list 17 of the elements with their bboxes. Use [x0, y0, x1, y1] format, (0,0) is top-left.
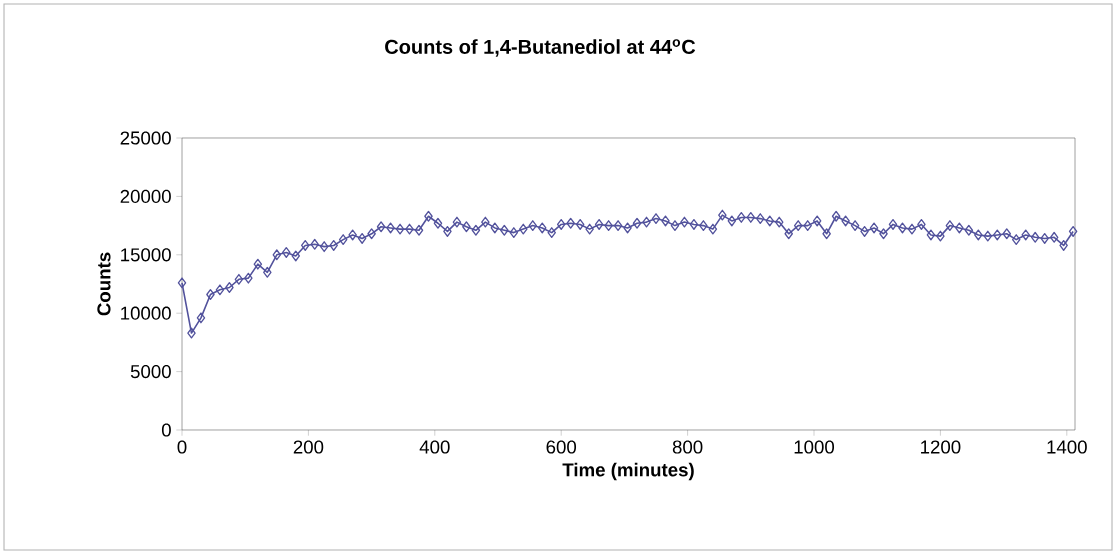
y-tick-label: 20000: [120, 189, 171, 204]
x-tick-label: 1000: [794, 440, 835, 454]
x-tick-label: 400: [419, 440, 450, 454]
x-tick-label: 200: [293, 440, 324, 454]
y-tick-label: 5000: [130, 364, 171, 379]
y-axis-title: Counts: [97, 252, 111, 316]
y-tick-label: 25000: [120, 131, 171, 145]
chart-title: Counts of 1,4-Butanediol at 44$^{o}$C: [385, 39, 696, 57]
y-tick-label: 15000: [121, 248, 171, 262]
x-tick-label: 0: [177, 440, 187, 454]
x-tick-label: 1400: [1047, 440, 1087, 454]
x-tick-label: 800: [672, 440, 703, 454]
y-tick-label: 10000: [121, 306, 171, 320]
x-axis-title: Time (minutes): [562, 462, 694, 481]
x-tick-label: 1200: [921, 440, 961, 454]
y-tick-label: 0: [161, 423, 171, 437]
x-tick-label: 600: [546, 440, 577, 454]
